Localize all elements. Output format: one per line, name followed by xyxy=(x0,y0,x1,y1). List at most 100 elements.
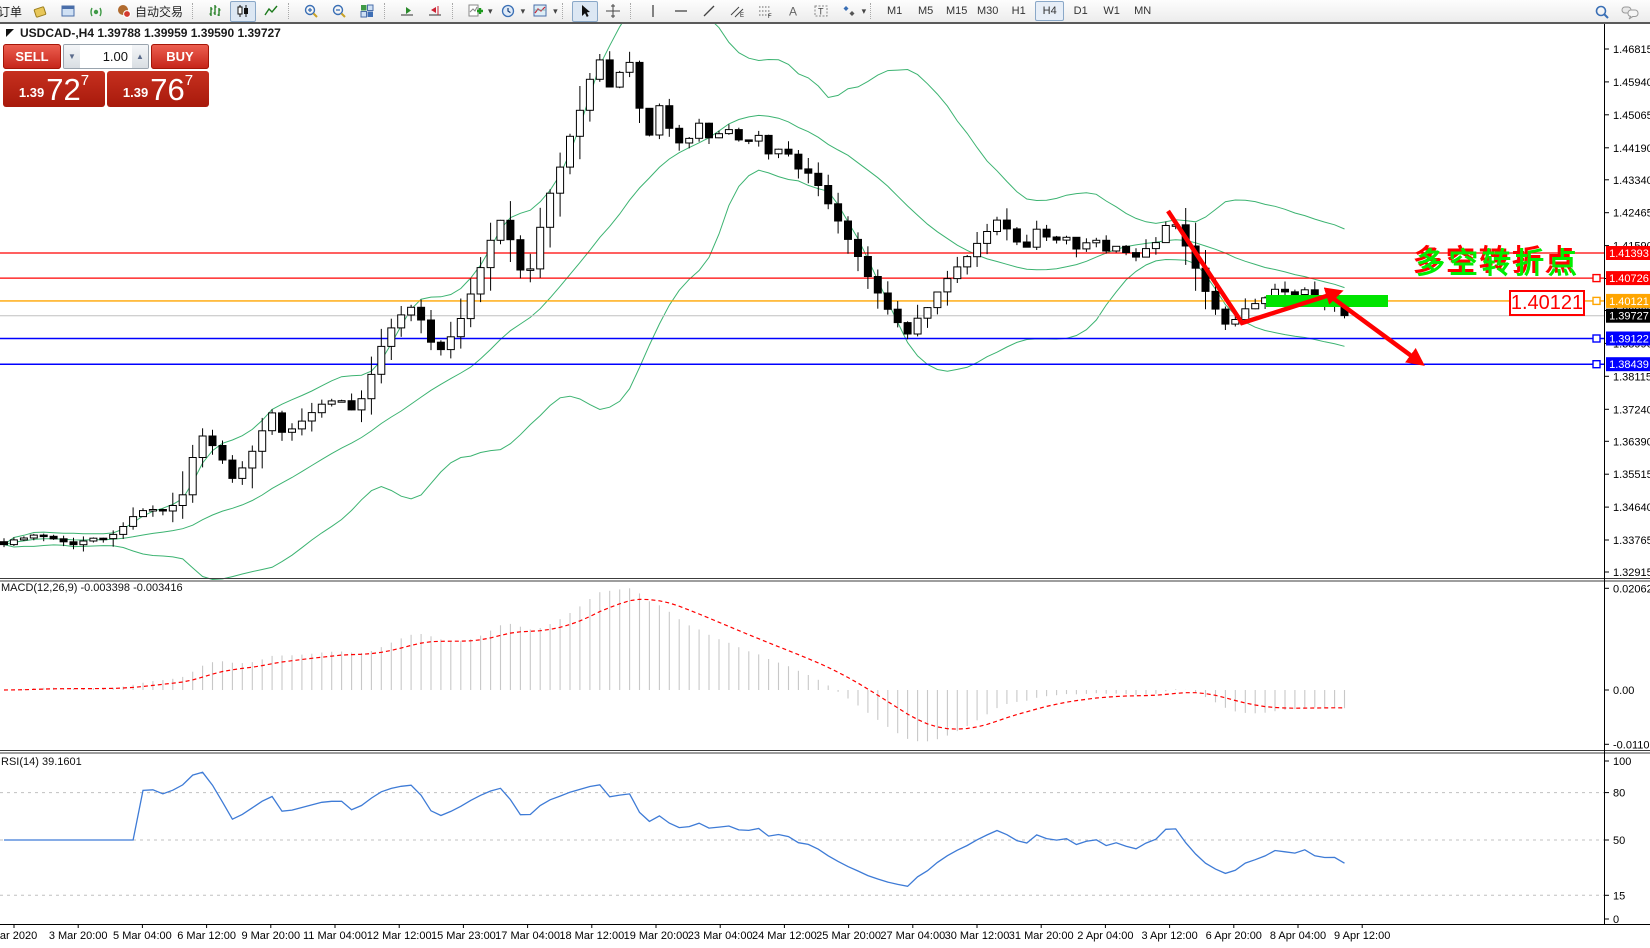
svg-text:31 Mar 20:00: 31 Mar 20:00 xyxy=(1009,930,1074,942)
volume-input[interactable] xyxy=(80,45,132,68)
sell-button[interactable]: SELL xyxy=(3,44,61,69)
time-axis[interactable]: Mar 2020 3 Mar 20:00 5 Mar 04:00 6 Mar 12:0… xyxy=(0,924,1390,942)
zoom-in-button[interactable] xyxy=(298,1,324,22)
svg-text:1.37240: 1.37240 xyxy=(1613,404,1650,416)
red-down-arrow[interactable] xyxy=(1328,294,1425,366)
buy-price-box[interactable]: 1.39 76 7 xyxy=(107,71,209,107)
svg-text:30 Mar 12:00: 30 Mar 12:00 xyxy=(945,930,1010,942)
template-button[interactable] xyxy=(527,1,553,22)
timeframe-toolbar: M1 M5 M15 M30 H1 H4 D1 W1 MN xyxy=(879,1,1158,21)
svg-text:1.35515: 1.35515 xyxy=(1613,469,1650,481)
rsi-line xyxy=(4,771,1345,888)
svg-text:1.41393: 1.41393 xyxy=(1609,248,1649,260)
add-indicator-dropdown[interactable]: ▾ xyxy=(488,5,493,16)
arrows-tool-dropdown[interactable]: ▾ xyxy=(861,5,867,16)
buy-button[interactable]: BUY xyxy=(151,44,209,69)
new-order-button[interactable]: 新订单 xyxy=(0,4,23,19)
timeframe-W1[interactable]: W1 xyxy=(1103,5,1120,17)
volume-control: ▼ ▲ xyxy=(63,44,149,69)
periods-dropdown[interactable]: ▾ xyxy=(520,5,526,16)
timeframe-M15[interactable]: M15 xyxy=(945,5,968,17)
svg-text:17 Mar 04:00: 17 Mar 04:00 xyxy=(495,930,560,942)
bar-chart-button[interactable] xyxy=(202,1,228,22)
svg-text:1.45065: 1.45065 xyxy=(1613,110,1650,122)
sell-price-sup: 7 xyxy=(80,72,90,89)
svg-text:0.00: 0.00 xyxy=(1613,685,1634,697)
add-indicator-button[interactable] xyxy=(462,1,488,22)
fibonacci-tool-button[interactable]: F xyxy=(752,1,778,22)
timeframe-H1[interactable]: H1 xyxy=(1011,5,1026,17)
timeframe-H4[interactable]: H4 xyxy=(1035,1,1065,21)
svg-text:1.36390: 1.36390 xyxy=(1613,436,1650,448)
svg-text:3 Apr 12:00: 3 Apr 12:00 xyxy=(1141,930,1197,942)
svg-text:1.39122: 1.39122 xyxy=(1609,334,1649,346)
text-tool-button[interactable]: A xyxy=(780,1,806,22)
pane-separators[interactable] xyxy=(0,578,1650,754)
volume-increase-button[interactable]: ▲ xyxy=(132,45,148,68)
arrows-tool-button[interactable] xyxy=(836,1,862,22)
toolbar-separator xyxy=(561,3,568,19)
svg-text:19 Mar 20:00: 19 Mar 20:00 xyxy=(624,930,689,942)
search-icon[interactable] xyxy=(1589,1,1615,22)
toolbar-separator xyxy=(629,3,636,19)
tile-windows-button[interactable] xyxy=(354,1,380,22)
periods-clock-button[interactable] xyxy=(495,1,521,22)
auto-scroll-button[interactable] xyxy=(394,1,420,22)
template-dropdown[interactable]: ▾ xyxy=(553,5,558,16)
cursor-tool-button[interactable] xyxy=(571,0,598,22)
trendline-tool-button[interactable] xyxy=(696,1,722,22)
horizontal-line-tool-button[interactable] xyxy=(668,1,694,22)
line-chart-button[interactable] xyxy=(258,1,284,22)
rsi-axis[interactable]: 100 80 50 15 0 xyxy=(1604,756,1631,926)
svg-text:-0.011023: -0.011023 xyxy=(1613,739,1650,751)
volume-decrease-button[interactable]: ▼ xyxy=(64,45,80,68)
svg-text:F: F xyxy=(768,14,772,19)
svg-text:1.43340: 1.43340 xyxy=(1613,175,1650,187)
svg-text:24 Mar 12:00: 24 Mar 12:00 xyxy=(752,930,817,942)
new-order-icon[interactable] xyxy=(27,1,53,22)
svg-text:E: E xyxy=(740,13,744,19)
svg-text:25 Mar 20:00: 25 Mar 20:00 xyxy=(816,930,881,942)
svg-text:0: 0 xyxy=(1613,914,1619,926)
toolbar-separator xyxy=(870,3,876,19)
toolbar-separator xyxy=(384,3,390,19)
macd-label: MACD(12,26,9) -0.003398 -0.003416 xyxy=(1,582,183,594)
sell-price-big: 72 xyxy=(46,72,81,107)
timeframe-M5[interactable]: M5 xyxy=(918,5,934,17)
svg-text:1.39727: 1.39727 xyxy=(1609,311,1649,323)
autotrading-button[interactable]: 自动交易 xyxy=(111,1,188,22)
terminal-icon[interactable] xyxy=(55,1,81,22)
text-label-tool-button[interactable]: T xyxy=(808,1,834,22)
timeframe-D1[interactable]: D1 xyxy=(1073,5,1088,17)
chart-shift-button[interactable] xyxy=(422,1,448,22)
one-click-collapse-arrow[interactable] xyxy=(6,29,14,37)
zoom-out-button[interactable] xyxy=(326,1,352,22)
strategy-tester-icon[interactable] xyxy=(83,1,109,22)
svg-text:1.46815: 1.46815 xyxy=(1613,44,1650,56)
rsi-levels xyxy=(0,792,1604,896)
crosshair-tool-button[interactable] xyxy=(600,1,626,22)
turning-point-annotation[interactable]: 多空转折点 xyxy=(1416,248,1582,280)
candlestick-chart-button[interactable] xyxy=(230,0,257,22)
vertical-line-tool-button[interactable] xyxy=(640,1,666,22)
timeframe-M1[interactable]: M1 xyxy=(887,5,903,17)
sell-price-box[interactable]: 1.39 72 7 xyxy=(3,71,105,107)
toolbar-separator xyxy=(192,3,198,19)
horizontal-level-lines[interactable] xyxy=(0,252,1604,365)
price-tag-annotation[interactable]: 1.40121 xyxy=(1509,290,1585,316)
svg-text:6 Apr 20:00: 6 Apr 20:00 xyxy=(1206,930,1262,942)
svg-text:1.32915: 1.32915 xyxy=(1613,567,1650,579)
svg-text:15 Mar 23:00: 15 Mar 23:00 xyxy=(431,930,496,942)
timeframe-M30[interactable]: M30 xyxy=(976,5,999,17)
macd-axis[interactable]: 0.02062 0.00 -0.011023 xyxy=(1604,583,1650,751)
red-zigzag-arrow[interactable] xyxy=(1166,209,1344,326)
toolbar-separator xyxy=(452,3,458,19)
timeframe-MN[interactable]: MN xyxy=(1134,5,1152,17)
equidistant-channel-tool-button[interactable]: E xyxy=(724,1,750,22)
svg-text:1.33765: 1.33765 xyxy=(1613,535,1650,547)
svg-text:1.34640: 1.34640 xyxy=(1613,502,1650,514)
svg-text:1.45940: 1.45940 xyxy=(1613,77,1650,89)
chat-icon[interactable] xyxy=(1617,1,1643,22)
